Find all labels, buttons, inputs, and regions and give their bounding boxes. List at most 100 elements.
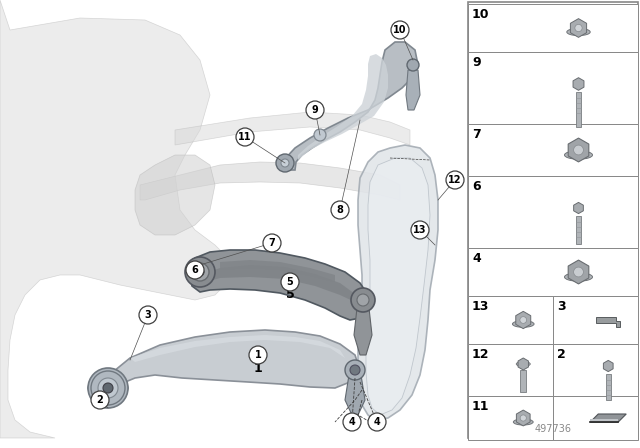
Polygon shape	[0, 0, 230, 438]
Bar	[468, 124, 638, 176]
Bar	[553, 396, 638, 440]
Text: 1: 1	[253, 362, 262, 375]
Circle shape	[101, 381, 115, 395]
Polygon shape	[573, 78, 584, 90]
Ellipse shape	[516, 362, 531, 366]
Polygon shape	[358, 145, 438, 420]
Circle shape	[103, 383, 113, 393]
Text: 7: 7	[472, 128, 481, 141]
Text: 11: 11	[472, 400, 490, 413]
Text: 5: 5	[287, 277, 293, 287]
Circle shape	[306, 101, 324, 119]
Ellipse shape	[564, 151, 593, 159]
Text: 6: 6	[191, 265, 198, 275]
Circle shape	[139, 306, 157, 324]
Polygon shape	[516, 311, 531, 329]
Bar	[553, 296, 638, 344]
Polygon shape	[298, 54, 388, 160]
Circle shape	[407, 59, 419, 71]
Circle shape	[98, 378, 118, 398]
Bar	[605, 374, 611, 400]
Circle shape	[186, 261, 204, 279]
Bar	[468, 248, 638, 296]
Text: 9: 9	[312, 105, 318, 115]
Circle shape	[88, 368, 128, 408]
Circle shape	[276, 154, 294, 172]
Bar	[468, 176, 638, 248]
Ellipse shape	[567, 28, 590, 35]
Polygon shape	[604, 360, 613, 371]
Text: 12: 12	[448, 175, 461, 185]
Text: 11: 11	[238, 132, 252, 142]
Text: 13: 13	[472, 300, 490, 313]
Polygon shape	[568, 260, 589, 284]
Ellipse shape	[513, 419, 533, 425]
Circle shape	[575, 24, 582, 32]
Circle shape	[411, 221, 429, 239]
Polygon shape	[345, 375, 365, 415]
Bar	[468, 296, 553, 344]
Circle shape	[345, 360, 365, 380]
Bar	[520, 370, 526, 392]
Text: 9: 9	[472, 56, 481, 69]
Text: 2: 2	[557, 348, 566, 361]
Polygon shape	[105, 330, 360, 390]
Polygon shape	[590, 419, 618, 422]
Bar	[576, 216, 581, 244]
Text: 4: 4	[472, 252, 481, 265]
Bar	[468, 2, 638, 438]
Text: 3: 3	[145, 310, 152, 320]
Text: 12: 12	[472, 348, 490, 361]
Bar	[553, 344, 638, 396]
Text: 497736: 497736	[534, 424, 572, 434]
Circle shape	[196, 268, 204, 276]
Text: 5: 5	[285, 289, 294, 302]
Text: 3: 3	[557, 300, 566, 313]
Text: 7: 7	[269, 238, 275, 248]
Bar	[576, 92, 581, 127]
Text: 1: 1	[255, 350, 261, 360]
Circle shape	[191, 263, 209, 281]
Circle shape	[314, 129, 326, 141]
Polygon shape	[573, 202, 583, 214]
Text: 4: 4	[349, 417, 355, 427]
Circle shape	[263, 234, 281, 252]
Polygon shape	[354, 308, 372, 355]
Bar	[468, 4, 638, 52]
Bar	[468, 52, 638, 124]
Polygon shape	[200, 265, 355, 302]
Circle shape	[573, 145, 584, 155]
Polygon shape	[130, 335, 345, 362]
Circle shape	[350, 365, 360, 375]
Circle shape	[357, 294, 369, 306]
Circle shape	[91, 391, 109, 409]
Polygon shape	[568, 138, 589, 162]
Circle shape	[331, 201, 349, 219]
Circle shape	[351, 288, 375, 312]
Circle shape	[249, 346, 267, 364]
Polygon shape	[516, 410, 530, 426]
Circle shape	[281, 159, 289, 167]
Circle shape	[520, 317, 527, 323]
Circle shape	[573, 267, 584, 277]
Ellipse shape	[564, 273, 593, 281]
Polygon shape	[518, 358, 529, 370]
Polygon shape	[220, 260, 335, 282]
Text: 10: 10	[472, 8, 490, 21]
Circle shape	[343, 413, 361, 431]
Polygon shape	[596, 317, 620, 327]
Circle shape	[520, 415, 526, 421]
Polygon shape	[140, 162, 400, 200]
Circle shape	[236, 128, 254, 146]
Circle shape	[391, 21, 409, 39]
Polygon shape	[366, 158, 430, 415]
Polygon shape	[570, 19, 587, 37]
Text: 8: 8	[337, 205, 344, 215]
Text: 2: 2	[97, 395, 104, 405]
Ellipse shape	[513, 321, 534, 327]
Ellipse shape	[88, 381, 128, 395]
Bar	[468, 396, 553, 440]
Circle shape	[185, 257, 215, 287]
Polygon shape	[190, 250, 368, 320]
Circle shape	[281, 273, 299, 291]
